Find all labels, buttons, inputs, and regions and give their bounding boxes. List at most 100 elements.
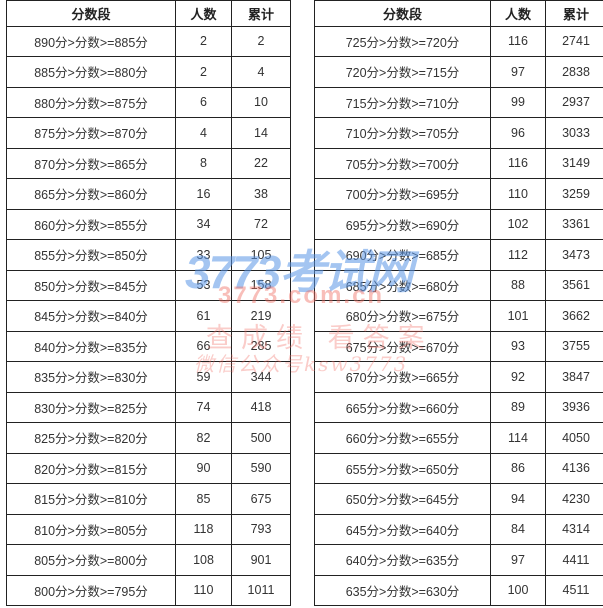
cumulative-cell: 3755 [545,330,603,362]
cumulative-cell: 2741 [545,25,603,57]
score-table-left: 分数段 人数 累计 890分>分数>=885分 2 2 885分>分数>=880分 2 4… [6,0,291,606]
score-range-cell: 725分>分数>=720分 [314,25,491,57]
cumulative-cell: 285 [231,330,291,362]
score-range-cell: 705分>分数>=700分 [314,147,491,179]
score-range-cell: 655分>分数>=650分 [314,452,491,484]
table-row: 800分>分数>=795分 110 1011 [6,574,291,606]
score-range-cell: 850分>分数>=845分 [6,269,176,301]
count-cell: 2 [175,56,232,88]
cumulative-cell: 3662 [545,300,603,332]
score-range-cell: 665分>分数>=660分 [314,391,491,423]
table-row: 845分>分数>=840分 61 219 [6,300,291,332]
count-cell: 90 [175,452,232,484]
score-range-cell: 890分>分数>=885分 [6,25,176,57]
count-cell: 88 [490,269,546,301]
count-cell: 34 [175,208,232,240]
table-row: 645分>分数>=640分 84 4314 [314,513,603,545]
cumulative-cell: 3847 [545,361,603,393]
cumulative-cell: 4411 [545,544,603,576]
table-row: 885分>分数>=880分 2 4 [6,56,291,88]
cumulative-cell: 3259 [545,178,603,210]
cumulative-cell: 3561 [545,269,603,301]
header-cumulative: 累计 [231,0,291,27]
score-range-cell: 810分>分数>=805分 [6,513,176,545]
cumulative-cell: 2 [231,25,291,57]
cumulative-cell: 4050 [545,422,603,454]
header-count: 人数 [175,0,232,27]
score-range-cell: 720分>分数>=715分 [314,56,491,88]
cumulative-cell: 1011 [231,574,291,606]
table-row: 720分>分数>=715分 97 2838 [314,56,603,88]
score-range-cell: 815分>分数>=810分 [6,483,176,515]
score-table-right: 分数段 人数 累计 725分>分数>=720分 116 2741 720分>分数>=7… [314,0,603,606]
count-cell: 108 [175,544,232,576]
table-row: 705分>分数>=700分 116 3149 [314,147,603,179]
count-cell: 118 [175,513,232,545]
cumulative-cell: 4136 [545,452,603,484]
cumulative-cell: 105 [231,239,291,271]
cumulative-cell: 4511 [545,574,603,606]
count-cell: 53 [175,269,232,301]
cumulative-cell: 4314 [545,513,603,545]
score-range-cell: 660分>分数>=655分 [314,422,491,454]
header-count: 人数 [490,0,546,27]
cumulative-cell: 675 [231,483,291,515]
cumulative-cell: 10 [231,86,291,118]
table-row: 665分>分数>=660分 89 3936 [314,391,603,423]
table-row: 825分>分数>=820分 82 500 [6,422,291,454]
count-cell: 4 [175,117,232,149]
count-cell: 116 [490,25,546,57]
table-row: 850分>分数>=845分 53 158 [6,269,291,301]
table-row: 690分>分数>=685分 112 3473 [314,239,603,271]
cumulative-cell: 72 [231,208,291,240]
cumulative-cell: 3936 [545,391,603,423]
score-range-cell: 860分>分数>=855分 [6,208,176,240]
table-row: 710分>分数>=705分 96 3033 [314,117,603,149]
cumulative-cell: 901 [231,544,291,576]
cumulative-cell: 14 [231,117,291,149]
score-range-cell: 675分>分数>=670分 [314,330,491,362]
score-range-cell: 700分>分数>=695分 [314,178,491,210]
count-cell: 97 [490,544,546,576]
count-cell: 102 [490,208,546,240]
count-cell: 86 [490,452,546,484]
score-range-cell: 830分>分数>=825分 [6,391,176,423]
header-row: 分数段 人数 累计 [6,0,291,27]
cumulative-cell: 793 [231,513,291,545]
count-cell: 16 [175,178,232,210]
table-row: 835分>分数>=830分 59 344 [6,361,291,393]
count-cell: 33 [175,239,232,271]
table-row: 865分>分数>=860分 16 38 [6,178,291,210]
count-cell: 6 [175,86,232,118]
cumulative-cell: 3149 [545,147,603,179]
score-range-cell: 680分>分数>=675分 [314,300,491,332]
table-row: 640分>分数>=635分 97 4411 [314,544,603,576]
cumulative-cell: 500 [231,422,291,454]
table-row: 860分>分数>=855分 34 72 [6,208,291,240]
count-cell: 2 [175,25,232,57]
count-cell: 8 [175,147,232,179]
score-range-cell: 710分>分数>=705分 [314,117,491,149]
table-row: 890分>分数>=885分 2 2 [6,25,291,57]
table-row: 655分>分数>=650分 86 4136 [314,452,603,484]
table-row: 715分>分数>=710分 99 2937 [314,86,603,118]
table-row: 650分>分数>=645分 94 4230 [314,483,603,515]
score-range-cell: 820分>分数>=815分 [6,452,176,484]
score-range-cell: 650分>分数>=645分 [314,483,491,515]
score-range-cell: 805分>分数>=800分 [6,544,176,576]
count-cell: 59 [175,361,232,393]
cumulative-cell: 2838 [545,56,603,88]
score-range-cell: 685分>分数>=680分 [314,269,491,301]
count-cell: 82 [175,422,232,454]
count-cell: 96 [490,117,546,149]
score-range-cell: 715分>分数>=710分 [314,86,491,118]
cumulative-cell: 2937 [545,86,603,118]
count-cell: 92 [490,361,546,393]
table-row: 870分>分数>=865分 8 22 [6,147,291,179]
cumulative-cell: 590 [231,452,291,484]
cumulative-cell: 344 [231,361,291,393]
table-row: 810分>分数>=805分 118 793 [6,513,291,545]
score-range-cell: 695分>分数>=690分 [314,208,491,240]
table-row: 660分>分数>=655分 114 4050 [314,422,603,454]
score-range-cell: 670分>分数>=665分 [314,361,491,393]
